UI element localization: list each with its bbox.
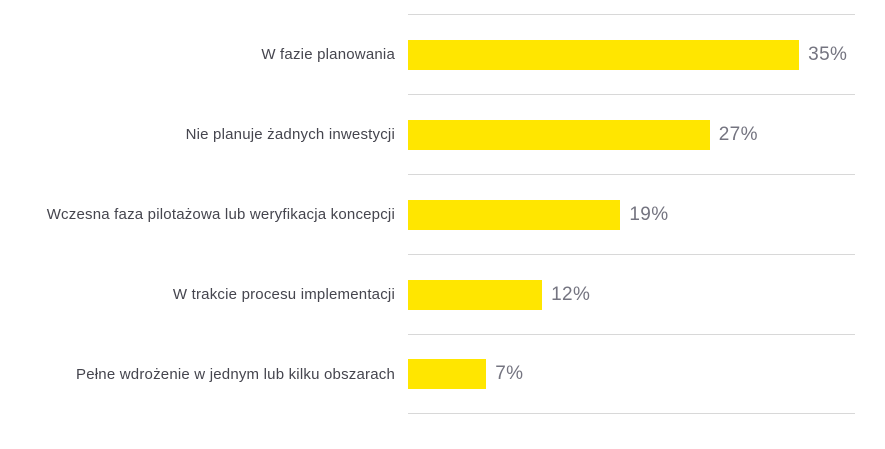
value-label: 35% — [808, 43, 848, 65]
bar-track: 35% — [408, 14, 855, 94]
category-label: Pełne wdrożenie w jednym lub kilku obsza… — [76, 365, 395, 383]
bar — [408, 199, 621, 230]
bar-track: 27% — [408, 94, 855, 174]
bar-track: 7% — [408, 334, 855, 414]
value-label: 12% — [551, 283, 591, 305]
value-label: 27% — [718, 123, 758, 145]
bar — [408, 359, 487, 389]
category-label: Wczesna faza pilotażowa lub weryfikacja … — [46, 205, 395, 223]
category-label: W fazie planowania — [261, 45, 395, 63]
value-label: 19% — [629, 203, 669, 225]
bar-row: Wczesna faza pilotażowa lub weryfikacja … — [0, 174, 885, 254]
bar-row: W fazie planowania 35% — [0, 14, 885, 94]
bar-row: Nie planuje żadnych inwestycji 27% — [0, 94, 885, 174]
bar-track: 12% — [408, 254, 855, 334]
category-label: W trakcie procesu implementacji — [172, 285, 395, 303]
bar — [408, 119, 710, 150]
bar-row: W trakcie procesu implementacji 12% — [0, 254, 885, 334]
value-label: 7% — [495, 363, 524, 384]
bar-track: 19% — [408, 174, 855, 254]
bar — [408, 279, 543, 310]
category-label: Nie planuje żadnych inwestycji — [185, 125, 395, 143]
bar-row: Pełne wdrożenie w jednym lub kilku obsza… — [0, 334, 885, 414]
bar — [408, 39, 800, 70]
